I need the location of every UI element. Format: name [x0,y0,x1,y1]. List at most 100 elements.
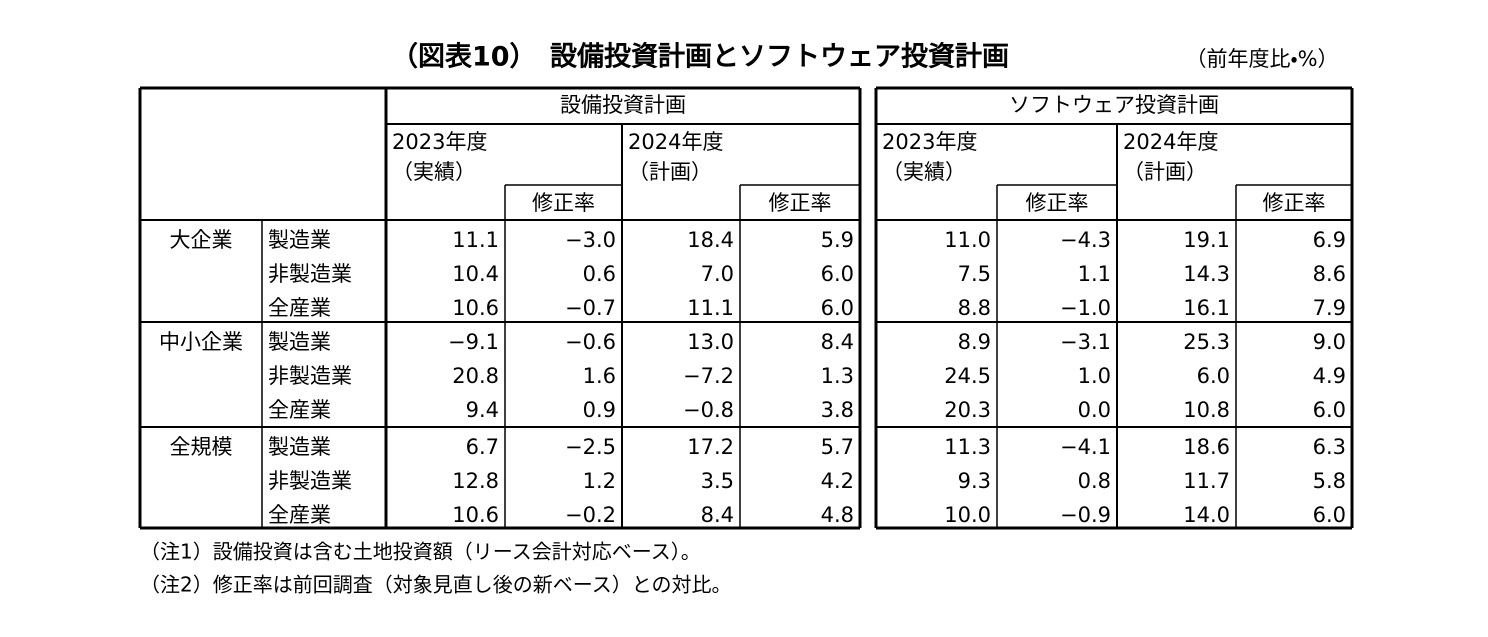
cell-value: 7.5 [958,262,991,286]
cell-value: 7.9 [1313,296,1346,320]
cell-value: 6.3 [1313,435,1346,459]
cell-value: 20.8 [452,364,499,388]
note: （注1）設備投資は含む土地投資額（リース会計対応ベース）。 [140,540,701,564]
cell-value: 11.3 [944,435,991,459]
cell-value: 3.8 [821,398,854,422]
cell-value: 1.2 [583,469,616,493]
industry-label: 製造業 [268,330,331,354]
note: （注2）修正率は前回調査（対象見直し後の新ベース）との対比。 [140,573,732,597]
year-kind: （実績） [882,160,966,184]
industry-label: 非製造業 [268,262,352,286]
cell-value: 5.8 [1313,469,1346,493]
size-label: 大企業 [170,228,233,252]
industry-label: 非製造業 [268,469,352,493]
cell-value: 6.9 [1313,228,1346,252]
cell-value: 6.0 [1197,364,1230,388]
cell-value: 0.8 [1078,469,1111,493]
cell-value: 4.9 [1313,364,1346,388]
cell-value: 12.8 [452,469,499,493]
year-header: 2024年度 [628,130,723,154]
cell-value: 5.7 [821,435,854,459]
cell-value: 11.7 [1183,469,1230,493]
cell-value: 4.2 [821,469,854,493]
cell-value: 8.9 [958,330,991,354]
cell-value: −3.1 [1060,330,1111,354]
cell-value: 6.0 [1313,503,1346,527]
year-kind: （計画） [628,160,712,184]
cell-value: −7.2 [683,364,734,388]
cell-value: 7.0 [701,262,734,286]
figure-title: （図表10） 設備投資計画とソフトウェア投資計画 [391,42,1009,73]
cell-value: 14.0 [1183,503,1230,527]
cell-value: 0.0 [1078,398,1111,422]
industry-label: 製造業 [268,228,331,252]
revision-header: 修正率 [1263,191,1326,215]
cell-value: 11.1 [687,296,734,320]
cell-value: 17.2 [687,435,734,459]
cell-value: 10.8 [1183,398,1230,422]
cell-value: 1.1 [1078,262,1111,286]
cell-value: 14.3 [1183,262,1230,286]
revision-header: 修正率 [1026,191,1089,215]
cell-value: 9.3 [958,469,991,493]
cell-value: −3.0 [565,228,616,252]
cell-value: −0.6 [565,330,616,354]
industry-label: 全産業 [268,296,331,320]
cell-value: −0.9 [1060,503,1111,527]
cell-value: 11.1 [452,228,499,252]
year-header: 2023年度 [392,130,487,154]
cell-value: 13.0 [687,330,734,354]
cell-value: 6.0 [821,262,854,286]
cell-value: 0.6 [583,262,616,286]
cell-value: 19.1 [1183,228,1230,252]
year-kind: （計画） [1123,160,1207,184]
cell-value: 6.0 [821,296,854,320]
cell-value: 18.4 [687,228,734,252]
cell-value: 5.9 [821,228,854,252]
cell-value: 10.6 [452,503,499,527]
cell-value: 8.4 [701,503,734,527]
industry-label: 全産業 [268,398,331,422]
unit-label: （前年度比・%） [1185,47,1338,71]
cell-value: 25.3 [1183,330,1230,354]
cell-value: −2.5 [565,435,616,459]
cell-value: −0.7 [565,296,616,320]
cell-value: 6.0 [1313,398,1346,422]
cell-value: 10.6 [452,296,499,320]
year-header: 2023年度 [882,130,977,154]
cell-value: −4.3 [1060,228,1111,252]
cell-value: −1.0 [1060,296,1111,320]
cell-value: 11.0 [944,228,991,252]
size-label: 中小企業 [159,330,243,354]
cell-value: 10.0 [944,503,991,527]
revision-header: 修正率 [769,191,832,215]
cell-value: 8.8 [958,296,991,320]
year-header: 2024年度 [1123,130,1218,154]
cell-value: 3.5 [701,469,734,493]
cell-value: 24.5 [944,364,991,388]
cell-value: 10.4 [452,262,499,286]
cell-value: 1.0 [1078,364,1111,388]
revision-header: 修正率 [532,191,595,215]
cell-value: 9.4 [466,398,499,422]
cell-value: 4.8 [821,503,854,527]
cell-value: −4.1 [1060,435,1111,459]
cell-value: 0.9 [583,398,616,422]
cell-value: −0.8 [683,398,734,422]
cell-value: 16.1 [1183,296,1230,320]
industry-label: 全産業 [268,503,331,527]
industry-label: 非製造業 [268,364,352,388]
cell-value: 18.6 [1183,435,1230,459]
industry-label: 製造業 [268,435,331,459]
group-header: ソフトウェア投資計画 [1009,93,1219,117]
cell-value: −9.1 [448,330,499,354]
group-header: 設備投資計画 [560,93,686,117]
cell-value: 1.3 [821,364,854,388]
cell-value: 9.0 [1313,330,1346,354]
cell-value: 8.6 [1313,262,1346,286]
size-label: 全規模 [170,435,233,459]
cell-value: 8.4 [821,330,854,354]
cell-value: 20.3 [944,398,991,422]
